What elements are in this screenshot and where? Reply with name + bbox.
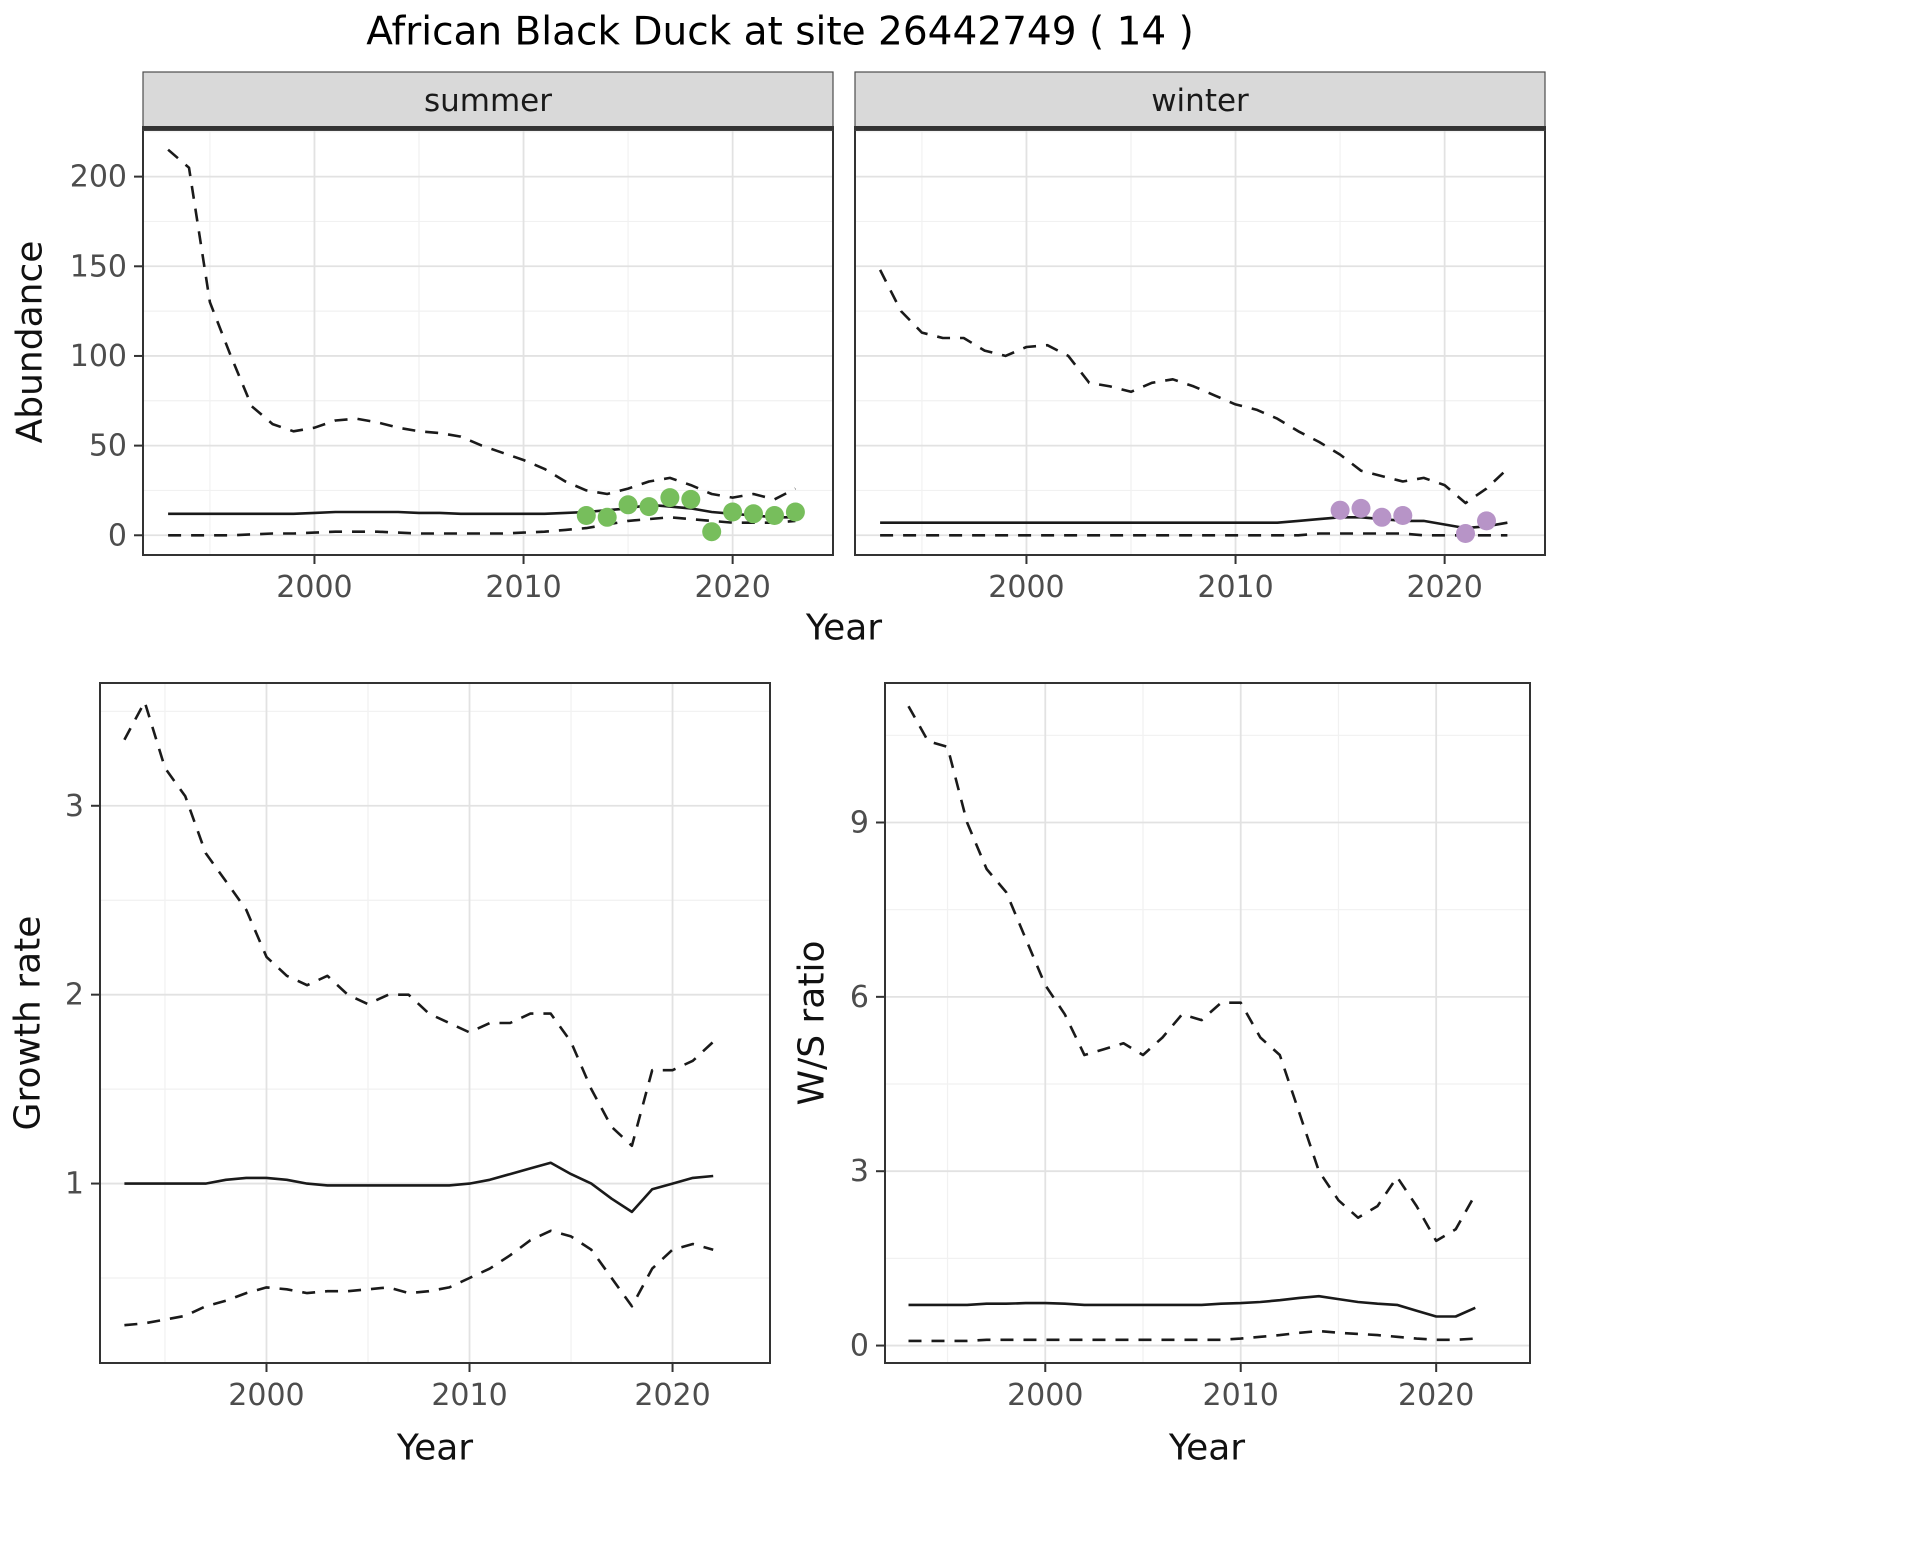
- panel-background: [100, 683, 770, 1363]
- ws-ratio-lower-ci-line: [908, 1329, 1476, 1343]
- y-tick-label: 150: [70, 249, 127, 284]
- y-tick-label: 0: [850, 1329, 869, 1364]
- ws-ratio-panel: 2000 2010 2020 0 3 6 9: [850, 682, 1531, 1413]
- summer-observation-point: [618, 495, 638, 515]
- growth-rate-median-line: [124, 1161, 714, 1214]
- y-tick-label: 3: [850, 1154, 869, 1189]
- x-tick-label: 2020: [634, 1378, 710, 1413]
- summer-observation-point: [765, 506, 784, 525]
- y-tick-label: 2: [65, 978, 84, 1013]
- ws-ratio-upper-ci-line: [907, 705, 1477, 1243]
- panel-border: [99, 682, 771, 1364]
- year-axis-label-bottom-left: Year: [396, 1427, 474, 1469]
- summer-observation-point: [723, 502, 743, 522]
- x-tick-label: 2000: [228, 1378, 304, 1413]
- x-tick-label: 2010: [1197, 570, 1273, 605]
- x-tick-label: 2010: [485, 570, 561, 605]
- x-tick-label: 2010: [1203, 1378, 1279, 1413]
- x-tick-label: 2020: [1406, 570, 1482, 605]
- x-tick-label: 2000: [988, 570, 1064, 605]
- summer-observation-point: [660, 488, 680, 508]
- abundance-winter-upper-ci-line: [878, 269, 1509, 505]
- y-tick-label: 0: [108, 518, 127, 553]
- y-tick-label: 3: [65, 789, 84, 824]
- facet-strip: [854, 71, 1546, 131]
- summer-observation-point: [785, 502, 805, 522]
- ws-ratio-axis-label: W/S ratio: [791, 940, 833, 1106]
- x-tick-label: 2000: [1007, 1378, 1083, 1413]
- growth-rate-panel: 2000 2010 2020 1 2 3: [65, 682, 771, 1413]
- winter-observation-point: [1372, 507, 1392, 527]
- winter-observation-point: [1330, 500, 1350, 520]
- panel-background: [143, 130, 833, 555]
- x-tick-label: 2020: [694, 570, 770, 605]
- facet-strip: [142, 71, 834, 131]
- y-tick-label: 1: [65, 1167, 84, 1202]
- year-axis-label-top: Year: [805, 607, 883, 649]
- panel-border: [884, 682, 1531, 1364]
- summer-observation-point: [639, 497, 659, 517]
- summer-observation-point: [597, 507, 617, 527]
- x-tick-label: 2020: [1398, 1378, 1474, 1413]
- facet-strip-label: summer: [424, 83, 552, 119]
- y-tick-label: 50: [89, 429, 127, 464]
- growth-rate-lower-ci-line: [124, 1229, 714, 1327]
- y-tick-label: 9: [850, 805, 869, 840]
- y-tick-label: 6: [850, 980, 869, 1015]
- summer-observation-point: [681, 489, 701, 509]
- abundance-summer-panel: 2000 2010 2020 0 50 100 150 200 summer: [70, 71, 834, 605]
- year-axis-label-bottom-right: Year: [1168, 1427, 1246, 1469]
- abundance-summer-lower-ci-line: [168, 515, 796, 537]
- y-tick-label: 200: [70, 160, 127, 195]
- x-tick-label: 2000: [276, 570, 352, 605]
- winter-observation-point: [1456, 524, 1475, 543]
- ws-ratio-median-line: [908, 1294, 1476, 1318]
- abundance-axis-label: Abundance: [9, 240, 51, 444]
- summer-observation-point: [576, 506, 596, 525]
- facet-strip-label: winter: [1151, 83, 1249, 119]
- winter-observation-point: [1393, 506, 1413, 525]
- abundance-winter-panel: 2000 2010 2020 winter: [854, 71, 1546, 605]
- abundance-summer-upper-ci-line: [167, 148, 796, 501]
- winter-observation-point: [1351, 498, 1371, 518]
- winter-observation-point: [1477, 511, 1496, 531]
- summer-observation-point: [744, 504, 763, 524]
- summer-observation-point: [702, 522, 722, 542]
- figure-title: African Black Duck at site 26442749 ( 14…: [366, 9, 1194, 55]
- x-tick-label: 2010: [431, 1378, 507, 1413]
- panel-background: [855, 130, 1545, 555]
- y-tick-label: 100: [70, 339, 127, 374]
- growth-rate-axis-label: Growth rate: [7, 915, 49, 1131]
- panel-background: [885, 683, 1530, 1363]
- abundance-winter-lower-ci-line: [880, 532, 1508, 537]
- growth-rate-upper-ci-line: [123, 700, 715, 1148]
